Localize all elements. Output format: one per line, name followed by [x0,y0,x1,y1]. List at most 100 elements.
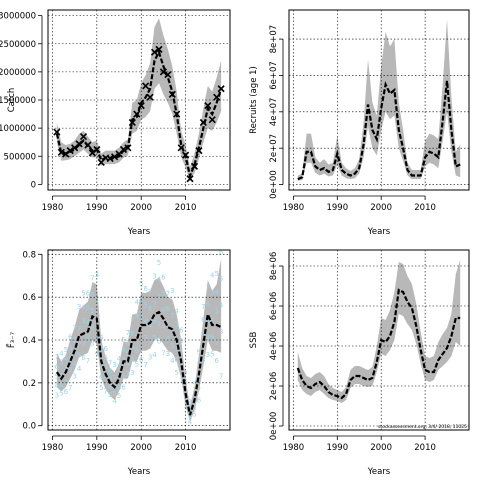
age-number-mark: 3 [210,289,214,297]
age-number-mark: 6 [206,300,211,308]
age-number-mark: 7 [77,325,81,333]
y-tick-label: 1000000 [0,124,36,134]
age-number-mark: 3 [68,366,72,374]
age-number-mark: 7 [210,317,214,325]
age-number-mark: 5 [143,302,147,310]
age-number-mark: 3 [64,364,68,372]
age-number-mark: 6 [81,354,86,362]
plot-frame [288,9,470,191]
age-number-mark: 3 [72,373,76,381]
age-number-mark: 3 [112,361,116,369]
age-number-mark: 4 [148,337,153,345]
age-number-mark: 5 [126,350,130,358]
x-tick-label: 1980 [283,203,305,213]
observed-point [199,118,207,127]
age-number-mark: 7 [108,360,112,368]
observed-point [53,128,61,136]
observed-point [173,110,181,118]
age-number-mark: 6 [210,334,215,342]
y-tick-label: 0.4 [22,336,36,346]
observed-point [182,151,190,159]
age-number-mark: 4 [197,359,202,367]
observed-point [93,145,101,154]
age-number-mark: 6 [148,305,153,313]
age-number-mark: 3 [152,272,156,280]
observed-point [133,110,141,118]
age-number-mark: 6 [59,381,64,389]
age-number-mark: 6 [72,337,77,345]
age-number-mark: 5 [90,307,94,315]
age-number-mark: 4 [170,357,175,365]
age-number-mark: 7 [59,372,63,380]
age-number-mark: 7 [68,384,72,392]
y-tick-label: 0.6 [22,293,36,303]
y-tick-label: 4e+07 [269,98,279,127]
age-number-mark: 5 [161,290,165,298]
age-number-mark: 3 [192,386,196,394]
panel-ssb: 1980 1990 2000 2010 Years 0e+00 2e+06 4e+06 6e+0… [249,249,470,477]
x-tick-label: 1990 [326,443,348,453]
observed-point [146,93,154,101]
age-number-mark: 3 [81,317,85,325]
age-number-mark: 4 [130,356,135,364]
y-tick-label: 8e+07 [269,25,279,54]
age-number-mark: 4 [143,318,148,326]
age-number-mark: 7 [81,340,85,348]
age-number-mark: 7 [157,321,161,329]
age-number-mark: 4 [121,346,126,354]
y-tick-label: 2500000 [0,40,36,50]
age-number-mark: 7 [183,370,187,378]
confidence-band [297,19,461,181]
age-number-mark: 5 [103,354,107,362]
plot-frame [47,249,231,431]
age-number-mark: 4 [192,380,197,388]
age-number-mark: 6 [108,367,113,375]
age-number-mark: 5 [86,304,90,312]
observed-point [177,144,185,152]
age-number-mark: 5 [55,372,59,380]
x-tick-label: 1990 [86,443,108,453]
panel-fishing-mortality: 3456734567345673456734567345673456734567… [5,249,231,477]
age-number-mark: 4 [95,350,100,358]
age-number-mark: 5 [112,390,116,398]
age-number-mark: 5 [219,275,223,283]
age-number-mark: 6 [192,404,197,412]
observed-point [111,153,119,161]
age-number-mark: 7 [86,357,90,365]
age-number-mark: 7 [161,349,165,357]
observed-point [217,85,225,93]
age-number-mark: 4 [206,334,211,342]
age-number-mark: 5 [77,352,81,360]
age-number-mark: 4 [152,351,157,359]
y-tick-label: 3000000 [0,12,36,22]
age-number-mark: 7 [206,284,210,292]
y-tick-label: 0e+00 [269,170,279,199]
age-number-mark: 5 [166,320,170,328]
age-number-mark: 4 [72,361,77,369]
x-tick-label: 2000 [370,203,392,213]
age-number-mark: 3 [161,322,165,330]
observed-point [124,144,132,152]
age-number-mark: 7 [112,374,116,382]
age-number-mark: 3 [130,369,134,377]
age-number-mark: 5 [214,270,218,278]
y-tick-label: 6e+07 [269,61,279,90]
age-number-mark: 6 [143,285,148,293]
age-number-mark: 4 [108,383,113,391]
observed-point [106,154,114,163]
age-number-mark: 3 [214,307,218,315]
y-tick-label: 0 [31,180,36,190]
age-number-mark: 4 [103,363,108,371]
age-number-mark: 5 [152,334,156,342]
age-number-mark: 5 [135,360,139,368]
age-number-mark: 3 [55,392,59,400]
age-number-mark: 7 [214,338,218,346]
x-tick-label: 2000 [370,443,392,453]
age-number-mark: 4 [179,348,184,356]
age-number-mark: 5 [201,329,205,337]
age-number-mark: 6 [183,378,188,386]
age-number-mark: 6 [179,326,184,334]
age-number-mark: 7 [148,289,152,297]
x-tick-label: 1990 [86,203,108,213]
age-number-mark: 7 [90,275,94,283]
